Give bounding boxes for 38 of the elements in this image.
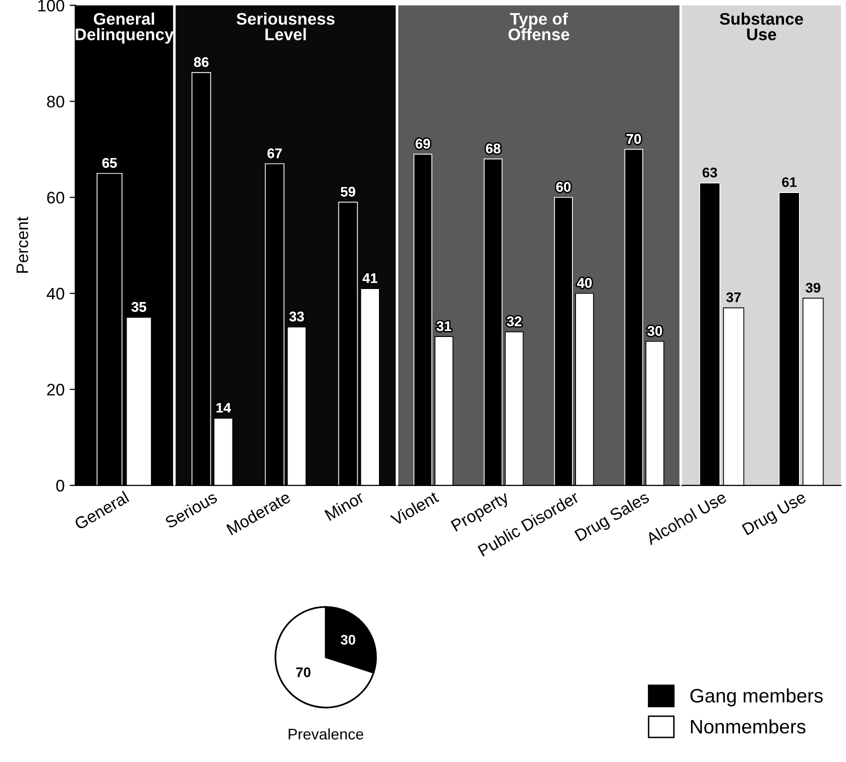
y-axis-title: Percent xyxy=(16,216,28,273)
data-label: 65 xyxy=(102,158,117,168)
legend-label: Gang members xyxy=(690,688,823,706)
data-label: 14 xyxy=(216,402,231,413)
x-tick-label: Minor xyxy=(324,490,365,522)
data-label: 59 xyxy=(340,186,356,197)
y-tick-label: 100 xyxy=(38,0,64,12)
data-label: 40 xyxy=(577,278,592,288)
legend-label: Nonmembers xyxy=(691,719,806,734)
data-label: 86 xyxy=(194,57,209,68)
text: Type of Offense xyxy=(508,12,570,40)
text: Seriousness Level xyxy=(236,12,335,40)
data-label: 39 xyxy=(806,282,820,293)
data-label: 35 xyxy=(131,302,146,312)
data-label: 70 xyxy=(626,134,641,144)
data-label: 30 xyxy=(340,634,356,645)
y-tick-label: 0 xyxy=(56,480,64,492)
y-tick-label: 40 xyxy=(46,288,64,300)
data-label: 69 xyxy=(416,138,430,149)
data-label: 60 xyxy=(556,182,571,192)
data-label: 37 xyxy=(726,292,741,302)
data-label: 63 xyxy=(702,168,718,178)
y-tick-label: 60 xyxy=(47,192,64,204)
data-label: 33 xyxy=(289,312,304,322)
text: Substance Use xyxy=(720,12,804,40)
y-tick-label: 20 xyxy=(47,384,64,396)
data-label: 30 xyxy=(647,326,662,336)
pie-slice xyxy=(274,606,374,708)
data-label: 70 xyxy=(296,667,310,678)
data-label: 31 xyxy=(436,321,452,332)
data-label: 68 xyxy=(486,144,500,154)
data-label: 41 xyxy=(362,273,378,283)
x-tick-label: Drug Use xyxy=(742,491,808,538)
data-label: 32 xyxy=(506,316,522,326)
y-tick-label: 80 xyxy=(47,96,64,108)
text: Prevalence xyxy=(288,728,364,740)
data-label: 67 xyxy=(267,148,282,158)
data-label: 61 xyxy=(782,177,797,188)
